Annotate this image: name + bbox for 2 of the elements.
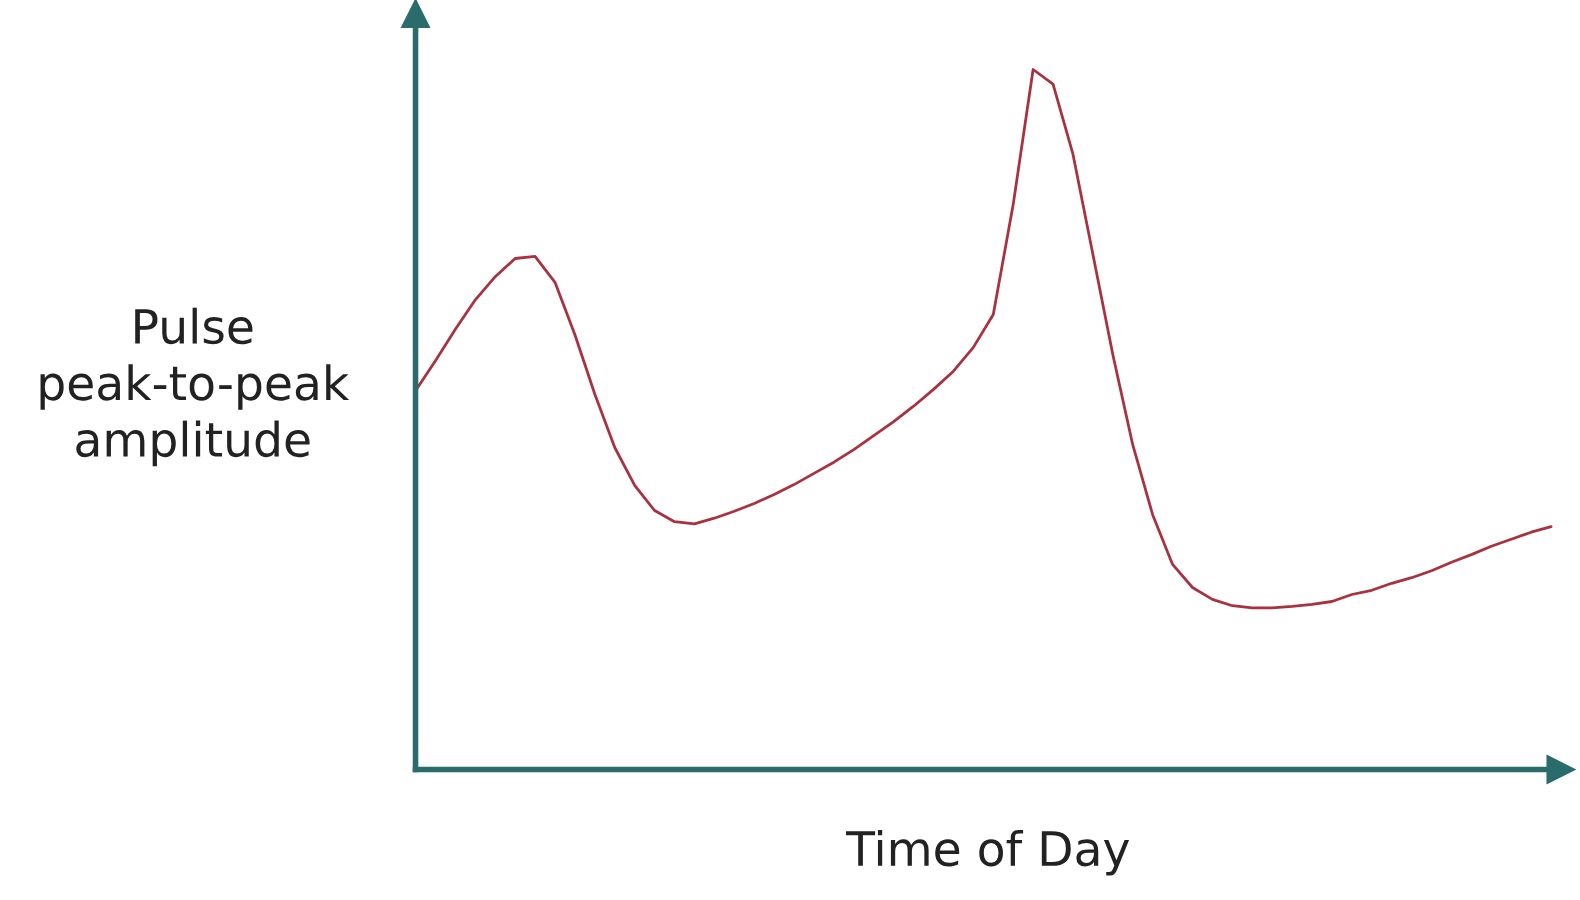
y-axis-title: Pulse peak-to-peak amplitude — [40, 307, 350, 467]
x-axis-title: Time of Day — [845, 829, 1130, 876]
